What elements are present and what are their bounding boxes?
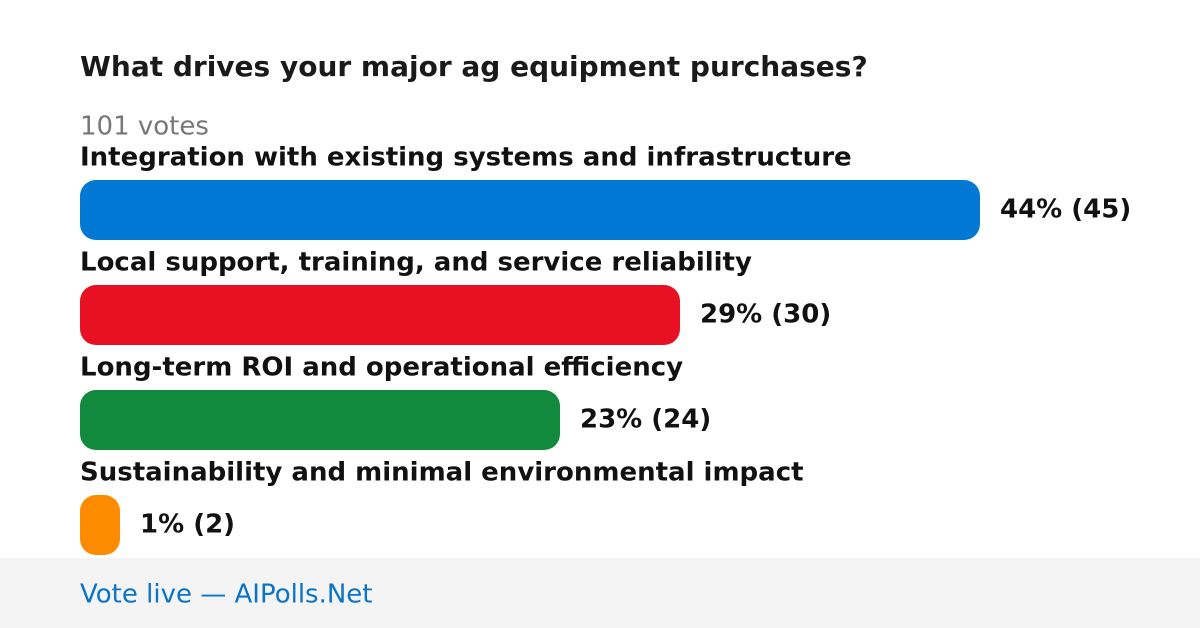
footer-band — [0, 558, 1200, 628]
chart-title: What drives your major ag equipment purc… — [80, 50, 868, 83]
footer-link[interactable]: Vote live — AIPolls.Net — [80, 580, 373, 610]
bar — [80, 495, 120, 555]
vote-count: 101 votes — [80, 112, 209, 142]
option-label: Local support, training, and service rel… — [80, 248, 752, 278]
value-label: 44% (45) — [1000, 195, 1131, 225]
value-label: 29% (30) — [700, 300, 831, 330]
bar — [80, 390, 560, 450]
value-label: 1% (2) — [140, 510, 235, 540]
bar — [80, 180, 980, 240]
option-label: Sustainability and minimal environmental… — [80, 458, 804, 488]
value-label: 23% (24) — [580, 405, 711, 435]
option-label: Integration with existing systems and in… — [80, 143, 852, 173]
option-label: Long-term ROI and operational efficiency — [80, 353, 683, 383]
bar — [80, 285, 680, 345]
